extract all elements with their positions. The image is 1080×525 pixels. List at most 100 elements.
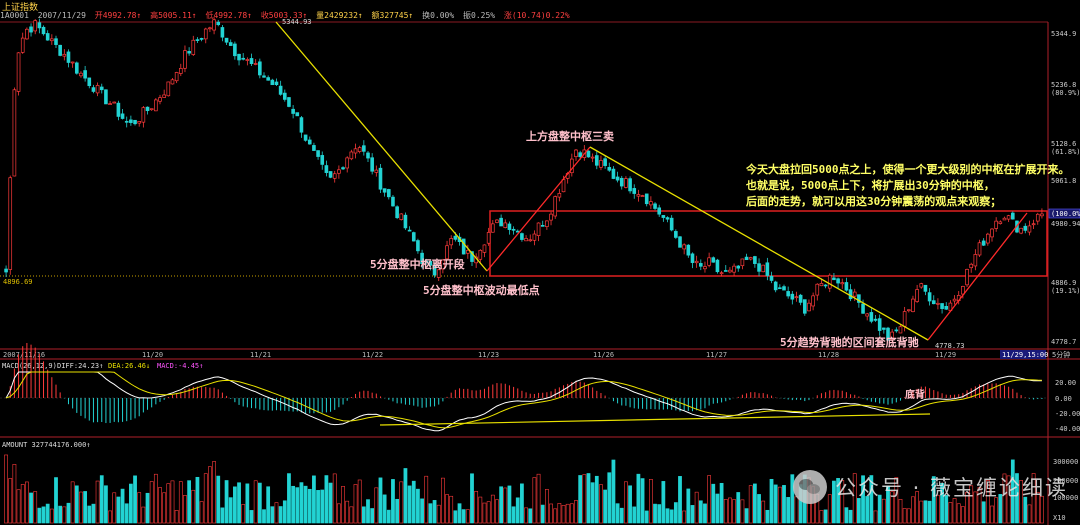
candle-body: [1040, 213, 1044, 217]
candle-body: [12, 89, 17, 177]
annotation-leave-segment: 5分盘整中枢离开段: [370, 257, 465, 271]
amount-bar: [919, 500, 924, 524]
amount-bar: [324, 475, 329, 524]
candle-body: [149, 108, 154, 111]
candle-body: [536, 222, 541, 236]
candle-body: [303, 134, 308, 141]
amount-bar: [1010, 459, 1015, 524]
candle-body: [561, 179, 566, 193]
amount-bar: [561, 505, 566, 524]
amount-bar: [361, 506, 366, 524]
amount-bar: [1035, 492, 1040, 524]
candle-body: [1027, 225, 1032, 233]
amount-bar: [544, 489, 549, 524]
candle-body: [653, 203, 657, 209]
macd-diff: DIFF:24.23↑: [57, 362, 103, 370]
candle-body: [923, 284, 928, 292]
index-code: 1A0001: [0, 11, 29, 20]
candle-body: [782, 286, 786, 291]
candle-body: [403, 214, 408, 229]
amount-bar: [395, 498, 400, 524]
amount-bar: [87, 505, 92, 524]
macd-divergence-line: [379, 413, 931, 426]
amount-bar: [632, 506, 637, 524]
amount-bar: [432, 500, 437, 524]
amount-bar: [187, 480, 191, 524]
quote-close: 收5003.33↑: [260, 11, 308, 20]
candle-body: [295, 112, 300, 117]
candle-body: [649, 201, 653, 206]
amount-bar: [74, 485, 79, 524]
price-tick: 4886.9: [1051, 279, 1076, 287]
candle-body: [54, 38, 58, 45]
candle-body: [120, 113, 125, 119]
candle-body: [382, 188, 387, 193]
amount-bar: [208, 466, 212, 524]
candle-body: [807, 302, 811, 312]
candle-body: [973, 254, 978, 267]
candle-body: [761, 264, 766, 273]
amount-bar: [224, 480, 229, 524]
candle-body: [436, 269, 441, 278]
candle-body: [20, 37, 25, 53]
amount-bar: [4, 454, 8, 524]
price-tick: 5236.8: [1051, 81, 1076, 89]
candle-body: [778, 287, 782, 290]
candle-body: [719, 272, 724, 275]
candle-body: [133, 119, 137, 125]
candle-body: [532, 233, 537, 241]
amount-bar: [54, 477, 58, 524]
candle-body: [674, 231, 678, 238]
candle-body: [411, 232, 416, 242]
amount-bar: [445, 494, 449, 524]
candle-body: [129, 119, 133, 123]
amount-bar: [411, 480, 416, 524]
candle-body: [237, 53, 241, 61]
amount-bar: [890, 491, 895, 524]
annotation-note-line-2: 也就是说，5000点上下，将扩展出30分钟的中枢，: [746, 178, 995, 192]
amount-bar: [428, 503, 433, 524]
amount-bar: [624, 481, 628, 524]
candle-body: [965, 268, 969, 286]
candle-body: [495, 219, 499, 223]
amount-bar: [416, 488, 420, 524]
amount-bar: [777, 486, 782, 524]
candle-body: [503, 222, 508, 228]
candle-body: [1019, 227, 1023, 234]
candle-body: [124, 120, 129, 123]
amount-bar: [124, 503, 129, 524]
price-pct-tick: (61.8%): [1051, 148, 1080, 156]
amount-bar: [345, 500, 350, 524]
candle-body: [931, 300, 936, 305]
amount-bar: [782, 485, 786, 524]
amount-bar: [490, 494, 495, 524]
amount-bar: [960, 506, 965, 524]
amount-bar: [590, 482, 595, 524]
candle-body: [112, 101, 117, 104]
amount-bar: [599, 484, 603, 524]
amount-bar: [682, 510, 687, 524]
amount-tick: 100000: [1053, 494, 1078, 502]
candle-body: [844, 282, 849, 291]
amount-bar: [66, 502, 71, 524]
candle-body: [765, 262, 770, 276]
candle-body: [216, 21, 221, 26]
candle-body: [852, 291, 857, 297]
amount-bar: [237, 482, 241, 524]
quote-info-bar: 1A0001 2007/11/29 开4992.78↑ 高5005.11↑ 低4…: [0, 10, 1048, 22]
candle-body: [694, 260, 699, 264]
amount-bar: [586, 473, 591, 524]
amount-bar: [332, 473, 337, 524]
amount-bar: [295, 487, 300, 524]
amount-bar: [312, 475, 316, 524]
amount-bar: [578, 475, 583, 524]
amount-bar: [307, 488, 312, 524]
candle-body: [607, 167, 612, 171]
amount-bar: [266, 486, 271, 524]
amount-bar: [881, 498, 886, 524]
candle-body: [191, 39, 196, 55]
amount-bar: [303, 485, 308, 524]
candle-body: [528, 239, 533, 242]
candle-body: [249, 58, 254, 64]
